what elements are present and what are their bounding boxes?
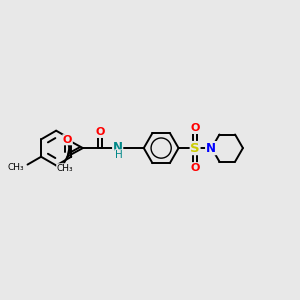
Text: N: N: [207, 142, 217, 154]
Text: S: S: [190, 142, 200, 154]
Text: O: O: [190, 163, 200, 173]
Text: N: N: [113, 141, 123, 154]
Text: H: H: [115, 150, 122, 160]
Text: CH₃: CH₃: [7, 163, 24, 172]
Text: O: O: [190, 123, 200, 134]
Text: O: O: [96, 128, 105, 137]
Text: N: N: [206, 142, 216, 154]
Text: CH₃: CH₃: [57, 164, 73, 173]
Text: O: O: [63, 135, 72, 145]
